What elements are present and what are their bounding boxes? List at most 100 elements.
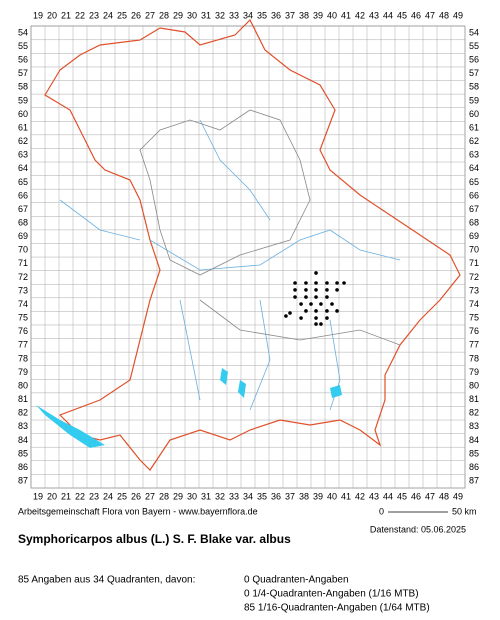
row-label: 84 (18, 435, 28, 445)
column-label: 32 (215, 491, 225, 501)
column-label: 33 (229, 10, 239, 20)
row-label: 83 (469, 421, 479, 431)
occurrence-point (314, 322, 318, 326)
occurrence-point (335, 309, 339, 313)
occurrence-point (293, 281, 297, 285)
occurrence-point (330, 302, 334, 306)
column-label: 45 (397, 491, 407, 501)
column-label: 19 (33, 10, 43, 20)
row-label: 71 (18, 258, 28, 268)
column-label: 29 (173, 491, 183, 501)
scale-start: 0 (379, 506, 384, 516)
column-label: 26 (131, 10, 141, 20)
row-label: 59 (18, 95, 28, 105)
lakes (220, 368, 342, 398)
occurrence-points (284, 271, 346, 326)
row-label: 62 (18, 136, 28, 146)
column-label: 21 (61, 491, 71, 501)
occurrence-point (325, 288, 329, 292)
row-label: 86 (469, 462, 479, 472)
column-label: 34 (243, 10, 253, 20)
column-label: 22 (75, 10, 85, 20)
row-label: 87 (469, 476, 479, 486)
column-label: 32 (215, 10, 225, 20)
row-label: 63 (469, 150, 479, 160)
row-label: 76 (469, 326, 479, 336)
column-label: 37 (285, 491, 295, 501)
column-label: 47 (425, 491, 435, 501)
column-label: 23 (89, 10, 99, 20)
column-label: 20 (47, 491, 57, 501)
occurrence-point (314, 316, 318, 320)
column-label: 46 (411, 10, 421, 20)
column-label: 20 (47, 10, 57, 20)
row-label: 60 (469, 109, 479, 119)
occurrence-point (309, 302, 313, 306)
column-label: 36 (271, 491, 281, 501)
column-label: 21 (61, 10, 71, 20)
occurrence-point (319, 322, 323, 326)
column-label: 42 (355, 491, 365, 501)
occurrence-point (304, 309, 308, 313)
row-label: 86 (18, 462, 28, 472)
column-label: 30 (187, 10, 197, 20)
row-label: 69 (18, 231, 28, 241)
row-label: 68 (469, 217, 479, 227)
column-label: 45 (397, 10, 407, 20)
occurrence-point (335, 281, 339, 285)
lake-constance (36, 405, 105, 448)
row-label: 82 (469, 408, 479, 418)
row-label: 83 (18, 421, 28, 431)
row-label: 61 (18, 122, 28, 132)
column-label: 34 (243, 491, 253, 501)
breakdown-line: 85 1/16-Quadranten-Angaben (1/64 MTB) (244, 603, 430, 614)
column-label: 31 (201, 491, 211, 501)
row-label: 77 (18, 340, 28, 350)
column-label: 33 (229, 491, 239, 501)
row-label: 61 (469, 122, 479, 132)
column-label: 28 (159, 10, 169, 20)
row-label: 85 (469, 448, 479, 458)
row-label: 54 (469, 27, 479, 37)
column-label: 38 (299, 10, 309, 20)
row-label: 85 (18, 448, 28, 458)
state-border (44, 18, 461, 471)
row-label: 80 (469, 380, 479, 390)
row-label: 70 (469, 245, 479, 255)
row-label: 70 (18, 245, 28, 255)
column-label: 26 (131, 491, 141, 501)
row-label: 67 (18, 204, 28, 214)
breakdown-line: 0 1/4-Quadranten-Angaben (1/16 MTB) (244, 589, 419, 600)
column-label: 36 (271, 10, 281, 20)
row-label: 81 (469, 394, 479, 404)
occurrence-point (335, 288, 339, 292)
column-label: 27 (145, 491, 155, 501)
row-label: 75 (18, 313, 28, 323)
column-label: 35 (257, 491, 267, 501)
occurrence-point (284, 314, 288, 318)
row-label: 87 (18, 476, 28, 486)
credit: Arbeitsgemeinschaft Flora von Bayern - w… (18, 506, 258, 516)
data-date: Datenstand: 05.06.2025 (370, 524, 466, 534)
occurrence-point (293, 295, 297, 299)
row-label: 77 (469, 340, 479, 350)
column-label: 25 (117, 10, 127, 20)
column-label: 19 (33, 491, 43, 501)
row-label: 66 (469, 190, 479, 200)
summary: 85 Angaben aus 34 Quadranten, davon: (18, 575, 195, 586)
row-label: 58 (469, 82, 479, 92)
occurrence-point (314, 288, 318, 292)
column-label: 46 (411, 491, 421, 501)
occurrence-point (319, 302, 323, 306)
row-label: 65 (18, 177, 28, 187)
occurrence-point (325, 295, 329, 299)
breakdown-line: 0 Quadranten-Angaben (244, 575, 349, 586)
column-label: 37 (285, 10, 295, 20)
row-label: 65 (469, 177, 479, 187)
row-label: 78 (469, 353, 479, 363)
row-label: 76 (18, 326, 28, 336)
row-label: 72 (18, 272, 28, 282)
row-label: 79 (469, 367, 479, 377)
